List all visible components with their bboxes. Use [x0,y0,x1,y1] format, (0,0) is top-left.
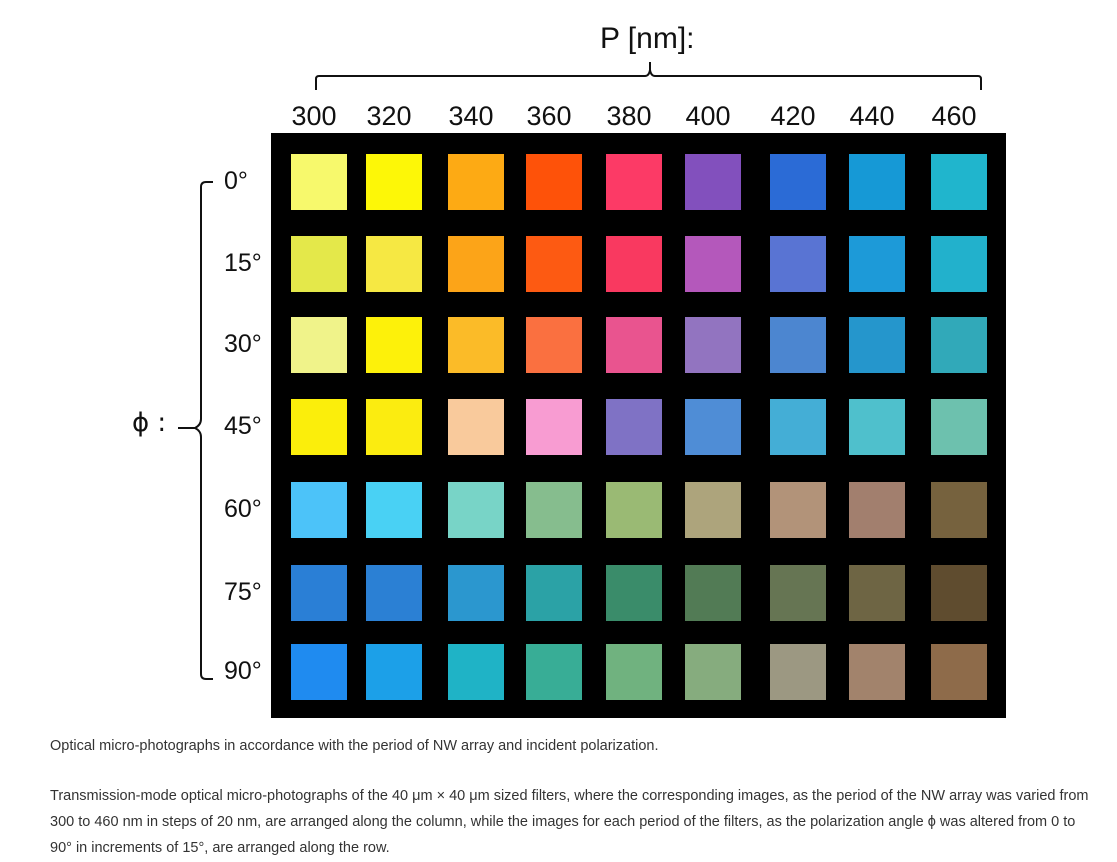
figure: P [nm]: ϕ : 300 320 340 360 380 400 420 440 460 … [132,22,1006,718]
filter-swatch [931,399,987,455]
filter-swatch [526,236,582,292]
filter-swatch [849,399,905,455]
filter-swatch [849,565,905,621]
filter-swatch [448,154,504,210]
filter-swatch [849,236,905,292]
filter-swatch [931,644,987,700]
filter-swatch [526,399,582,455]
filter-swatch [526,482,582,538]
filter-swatch [366,644,422,700]
angle-label: 90° [224,657,262,685]
filter-swatch [770,154,826,210]
filter-swatch [685,482,741,538]
filter-swatch [770,399,826,455]
axis-brackets [178,62,982,680]
filter-swatch [448,482,504,538]
filter-swatch [606,317,662,373]
filter-swatch [770,482,826,538]
filter-swatch [685,317,741,373]
filter-swatch [606,482,662,538]
filter-swatch [770,644,826,700]
period-label-460: 460 [931,101,977,131]
filter-swatch [931,565,987,621]
filter-swatch [448,317,504,373]
filter-swatch [291,644,347,700]
filter-swatch [606,644,662,700]
filter-swatch [448,399,504,455]
filter-swatch [366,565,422,621]
filter-swatch [849,482,905,538]
filter-swatch [606,565,662,621]
angle-label: 45° [224,412,262,440]
angle-axis-title: ϕ : [132,408,167,438]
filter-swatch [366,236,422,292]
period-label-380: 380 [606,101,652,131]
filter-swatch [849,317,905,373]
period-bracket [315,62,982,90]
filter-swatch [526,644,582,700]
period-axis-title: P [nm]: [600,22,695,55]
angle-label: 0° [224,167,248,195]
filter-swatch [685,644,741,700]
period-label-440: 440 [849,101,895,131]
filter-swatch [606,154,662,210]
filter-swatch [685,236,741,292]
filter-swatch [931,482,987,538]
filter-swatch [931,317,987,373]
filter-swatch [526,154,582,210]
filter-swatch [366,399,422,455]
period-label-360: 360 [526,101,572,131]
caption-body: Transmission-mode optical micro-photogra… [50,788,1089,856]
filter-swatch [291,236,347,292]
filter-swatch [606,399,662,455]
filter-swatch [291,399,347,455]
filter-swatch [770,317,826,373]
filter-swatch [849,154,905,210]
angle-label: 60° [224,495,262,523]
filter-swatch [366,317,422,373]
filter-swatch [526,565,582,621]
filter-swatch [770,565,826,621]
filter-swatch [366,482,422,538]
caption-title: Optical micro-photographs in accordance … [50,738,659,754]
angle-bracket [178,181,213,680]
filter-swatch [291,154,347,210]
period-label-320: 320 [366,101,412,131]
filter-swatch [366,154,422,210]
filter-swatch [448,565,504,621]
angle-label: 75° [224,578,262,606]
period-label-340: 340 [448,101,494,131]
filter-swatch [931,236,987,292]
filter-swatch [685,154,741,210]
filter-swatch [770,236,826,292]
swatch-panel [271,133,1006,718]
period-label-420: 420 [770,101,816,131]
filter-swatch [849,644,905,700]
filter-swatch [606,236,662,292]
filter-swatch [291,317,347,373]
angle-label: 30° [224,330,262,358]
period-label-400: 400 [685,101,731,131]
filter-swatch [291,482,347,538]
filter-swatch [448,236,504,292]
filter-swatch [685,565,741,621]
angle-label: 15° [224,249,262,277]
period-label-300: 300 [291,101,337,131]
filter-swatch [448,644,504,700]
filter-swatch [931,154,987,210]
filter-swatch [685,399,741,455]
filter-swatch [526,317,582,373]
filter-swatch [291,565,347,621]
